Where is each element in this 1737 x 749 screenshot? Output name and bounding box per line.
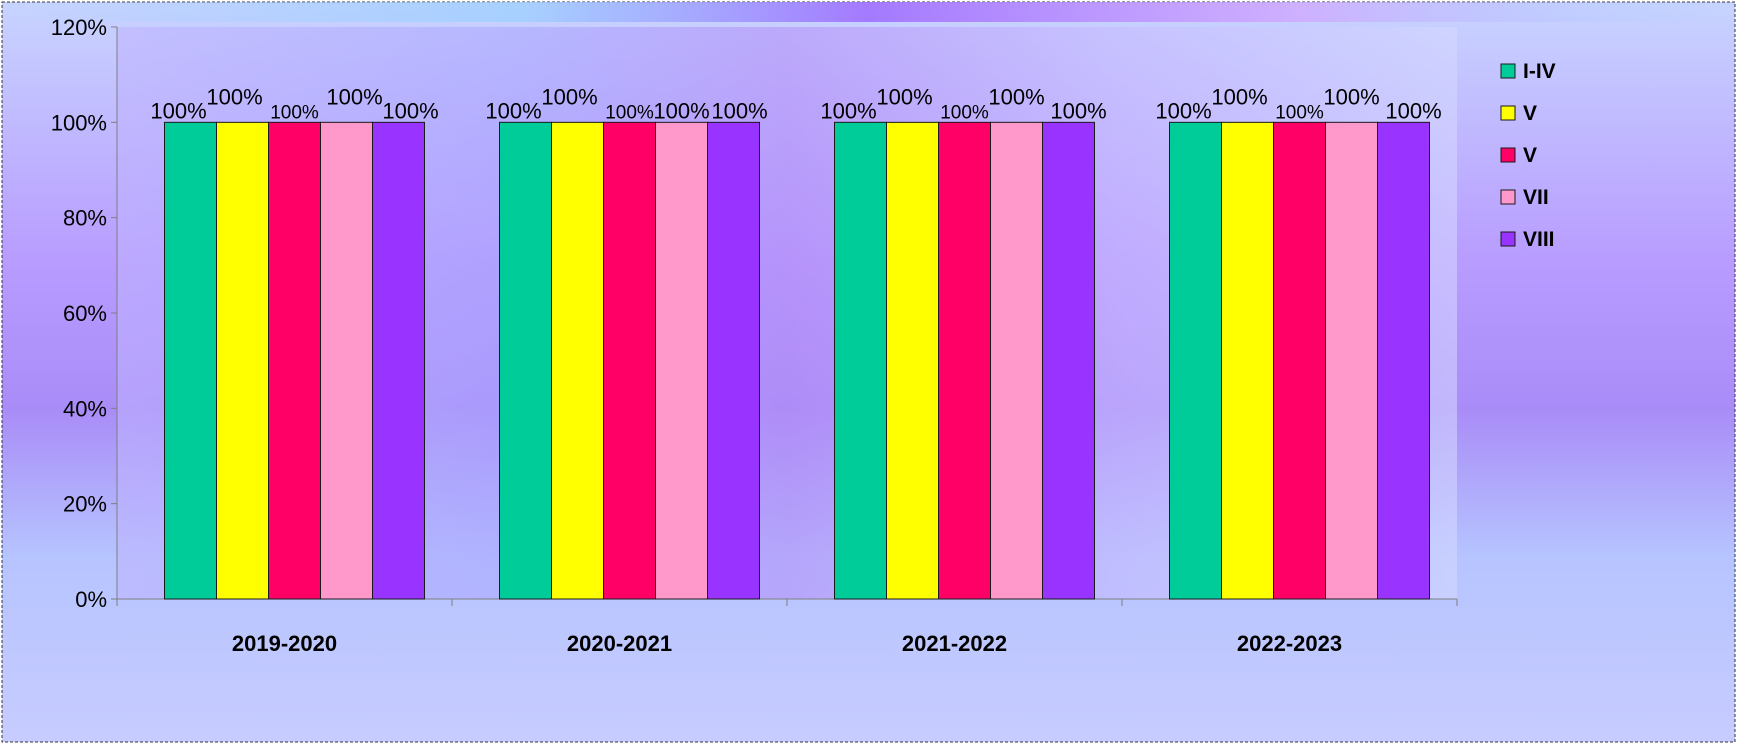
legend-label: V bbox=[1523, 102, 1537, 125]
data-label: 100% bbox=[653, 98, 709, 123]
legend-swatch bbox=[1500, 231, 1516, 247]
y-tick-label: 120% bbox=[51, 15, 107, 40]
y-tick-label: 80% bbox=[63, 206, 107, 231]
data-label: 100% bbox=[382, 98, 438, 123]
bar-2020-2021-1 bbox=[499, 121, 552, 600]
legend-label: V bbox=[1523, 144, 1537, 167]
bar-2021-2022-3 bbox=[938, 121, 991, 600]
bar-2022-2023-1 bbox=[1169, 121, 1222, 600]
data-label: 100% bbox=[206, 84, 262, 109]
bar-2020-2021-3 bbox=[603, 121, 656, 600]
data-label: 100% bbox=[150, 98, 206, 123]
data-label: 100% bbox=[940, 102, 989, 123]
bar-2021-2022-2 bbox=[886, 121, 939, 600]
data-label: 100% bbox=[1385, 98, 1441, 123]
bar-2022-2023-4 bbox=[1325, 121, 1378, 600]
data-label: 100% bbox=[1155, 98, 1211, 123]
data-label: 100% bbox=[1211, 84, 1267, 109]
bar-2019-2020-4 bbox=[320, 121, 373, 600]
legend-label: I-IV bbox=[1523, 60, 1556, 83]
y-tick-label: 60% bbox=[63, 301, 107, 326]
legend-swatch bbox=[1500, 147, 1516, 163]
bar-2022-2023-2 bbox=[1221, 121, 1274, 600]
data-label: 100% bbox=[270, 102, 319, 123]
bar-2019-2020-3 bbox=[268, 121, 321, 600]
legend-swatch bbox=[1500, 189, 1516, 205]
legend-label: VIII bbox=[1523, 228, 1555, 251]
bar-2020-2021-4 bbox=[655, 121, 708, 600]
x-category-label: 2021-2022 bbox=[902, 631, 1007, 656]
data-label: 100% bbox=[1275, 102, 1324, 123]
data-label: 100% bbox=[1050, 98, 1106, 123]
data-label: 100% bbox=[988, 84, 1044, 109]
bar-2019-2020-2 bbox=[216, 121, 269, 600]
data-label: 100% bbox=[326, 84, 382, 109]
data-label: 100% bbox=[485, 98, 541, 123]
x-category-label: 2020-2021 bbox=[567, 631, 672, 656]
data-label: 100% bbox=[1323, 84, 1379, 109]
bar-2021-2022-4 bbox=[990, 121, 1043, 600]
x-category-label: 2019-2020 bbox=[232, 631, 337, 656]
y-tick-label: 40% bbox=[63, 396, 107, 421]
x-category-label: 2022-2023 bbox=[1237, 631, 1342, 656]
bar-2022-2023-3 bbox=[1273, 121, 1326, 600]
bar-2022-2023-5 bbox=[1377, 121, 1430, 600]
bar-2021-2022-5 bbox=[1042, 121, 1095, 600]
chart-top-band bbox=[2, 2, 1735, 22]
bar-2020-2021-5 bbox=[707, 121, 760, 600]
data-label: 100% bbox=[711, 98, 767, 123]
bar-2019-2020-1 bbox=[164, 121, 217, 600]
data-label: 100% bbox=[876, 84, 932, 109]
data-label: 100% bbox=[541, 84, 597, 109]
data-label: 100% bbox=[820, 98, 876, 123]
data-label: 100% bbox=[605, 102, 654, 123]
legend-label: VII bbox=[1523, 186, 1549, 209]
bar-2020-2021-2 bbox=[551, 121, 604, 600]
legend-swatch bbox=[1500, 63, 1516, 79]
y-tick-label: 0% bbox=[75, 587, 107, 612]
legend-swatch bbox=[1500, 105, 1516, 121]
y-tick-label: 20% bbox=[63, 492, 107, 517]
y-tick-label: 100% bbox=[51, 110, 107, 135]
bar-2021-2022-1 bbox=[834, 121, 887, 600]
bar-2019-2020-5 bbox=[372, 121, 425, 600]
